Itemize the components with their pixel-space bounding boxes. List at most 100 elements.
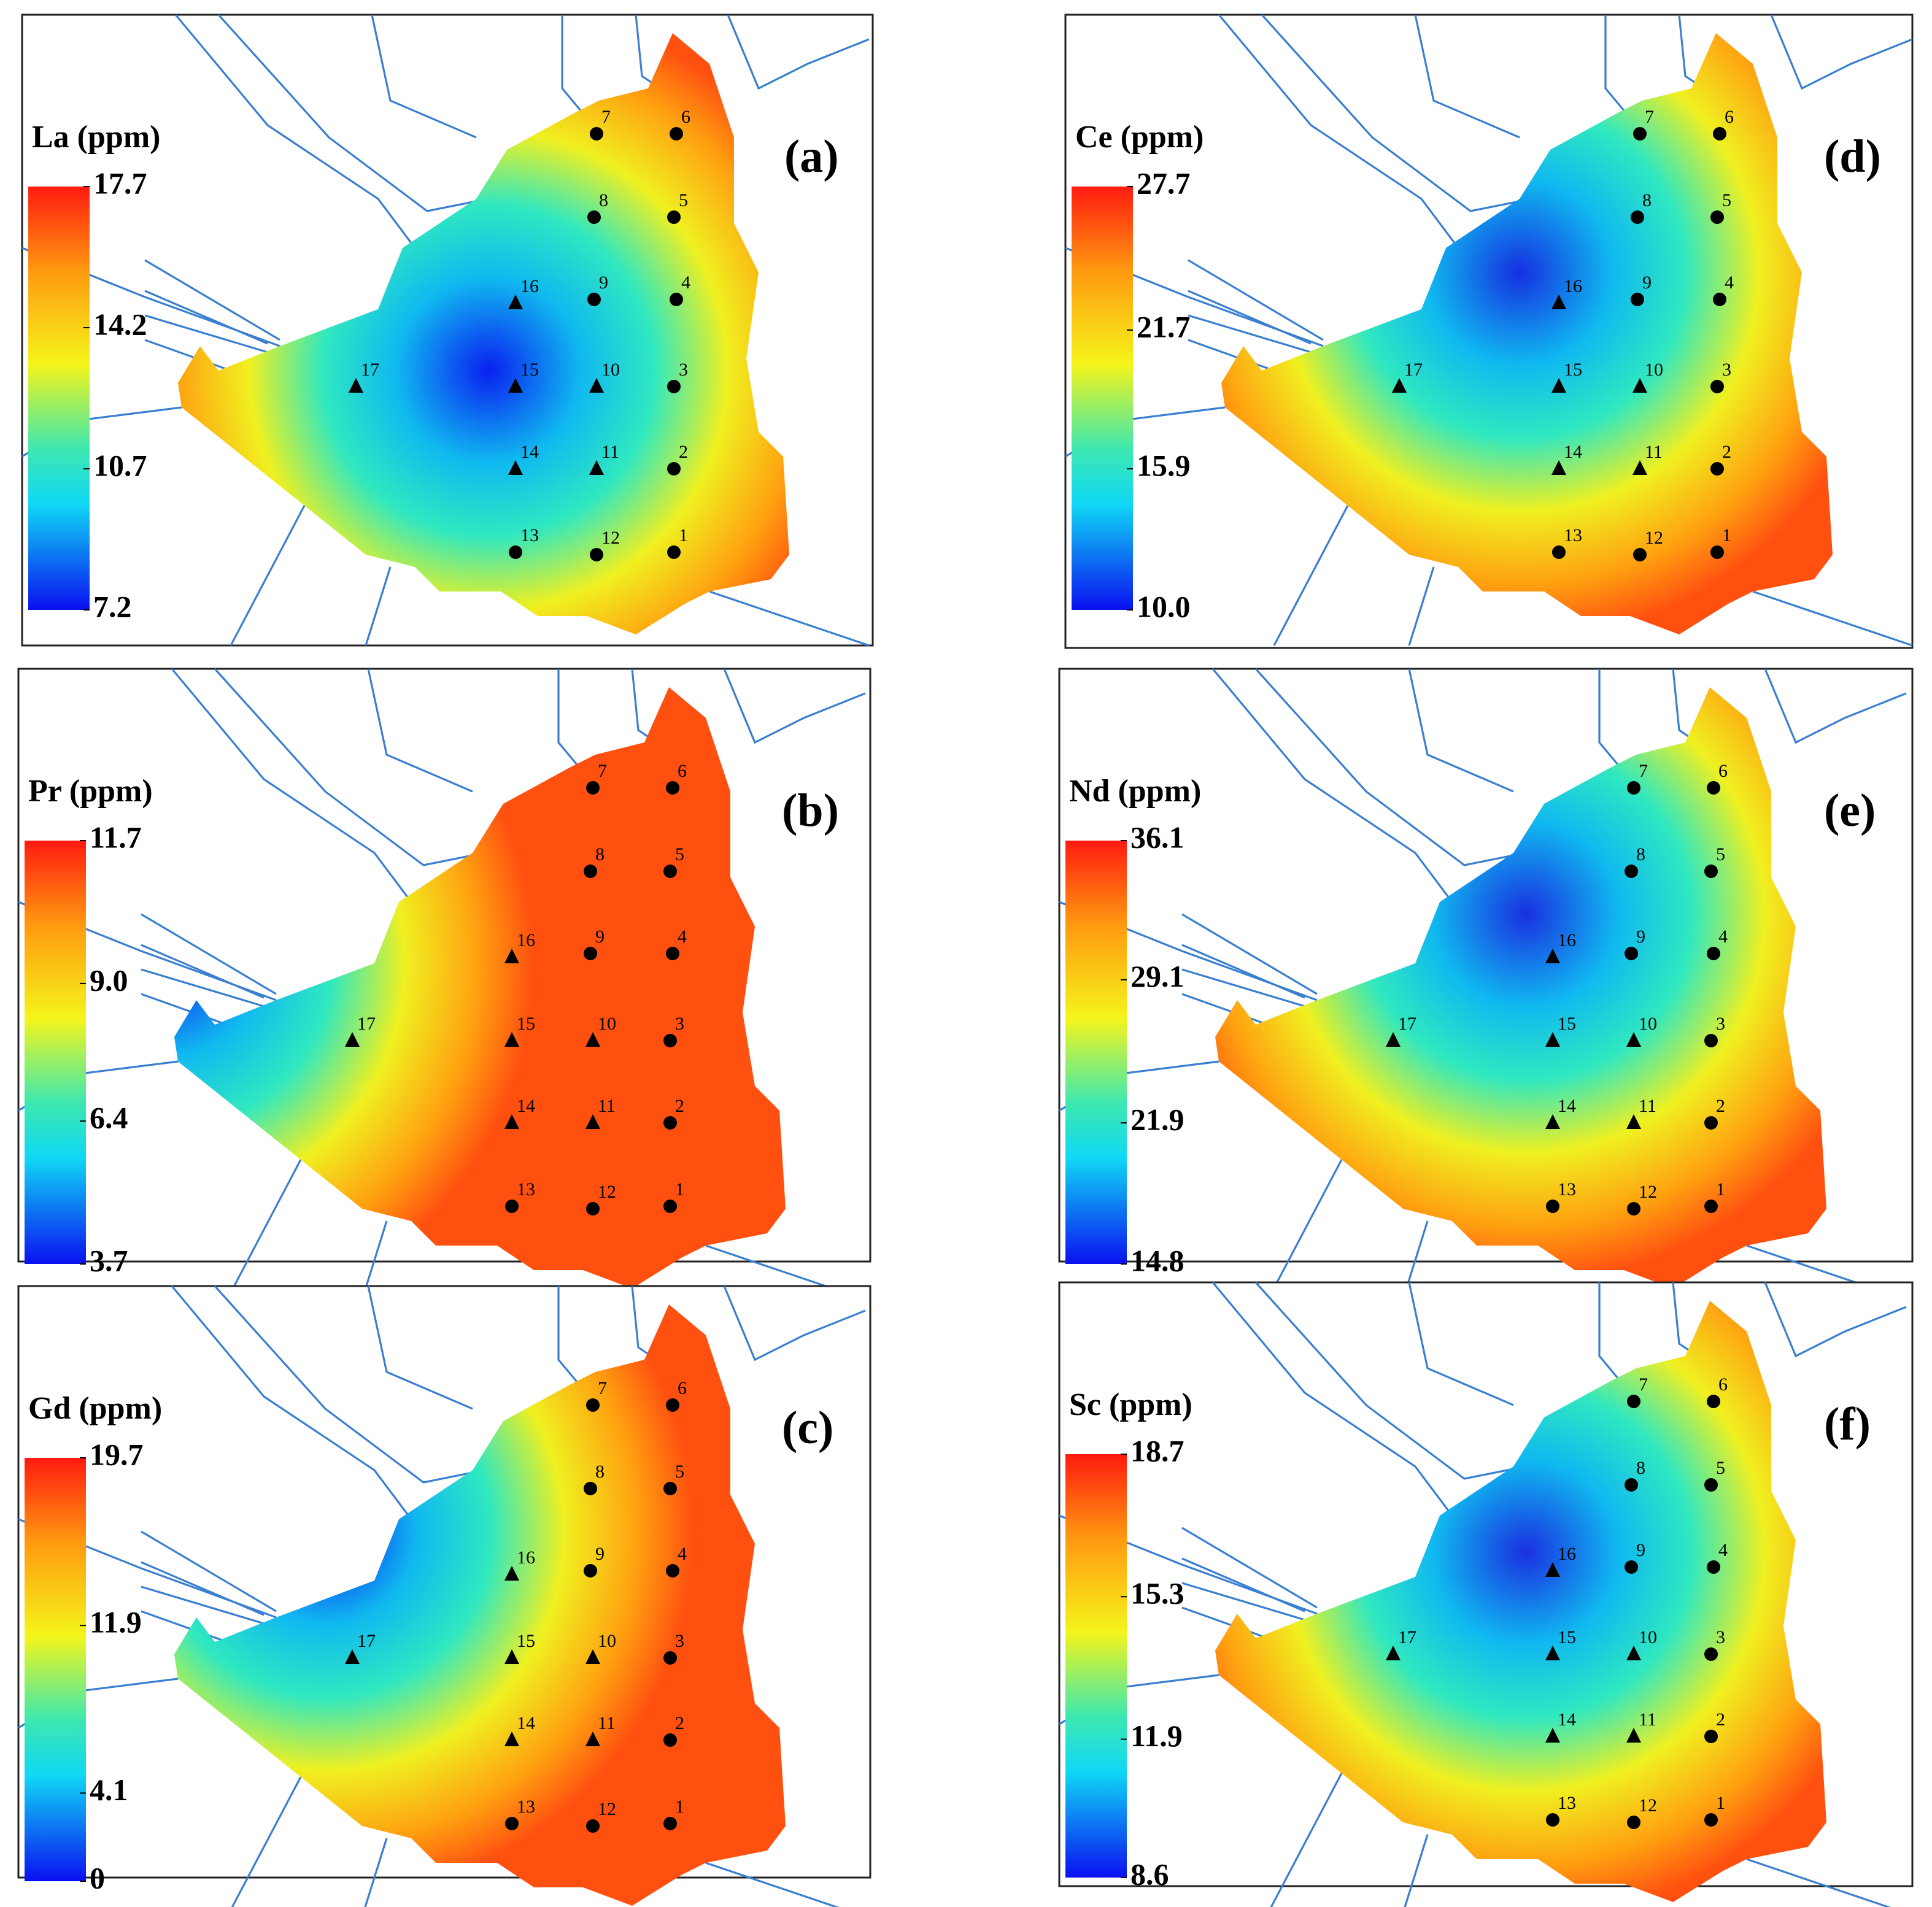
station-dot bbox=[1625, 947, 1638, 960]
station-label: 14 bbox=[520, 442, 539, 462]
station-label: 9 bbox=[1636, 927, 1645, 947]
panel-letter: (d) bbox=[1824, 131, 1881, 182]
panel-letter: (e) bbox=[1824, 785, 1876, 836]
station-dot bbox=[584, 865, 597, 878]
river bbox=[171, 1285, 412, 1520]
colorbar-label: 14.8 bbox=[1130, 1243, 1184, 1277]
station-label: 4 bbox=[678, 927, 687, 947]
station-dot bbox=[1707, 1395, 1720, 1408]
station-label: 6 bbox=[681, 107, 690, 127]
station-label: 11 bbox=[1639, 1096, 1656, 1116]
panel-letter: (b) bbox=[782, 785, 839, 836]
station-dot bbox=[663, 1200, 677, 1213]
river bbox=[171, 668, 412, 903]
study-area bbox=[178, 33, 789, 634]
river bbox=[1181, 944, 1305, 999]
colorbar-label: 17.7 bbox=[93, 166, 147, 200]
station-triangle bbox=[1626, 1114, 1641, 1129]
colorbar-label: 27.7 bbox=[1137, 166, 1191, 200]
colorbar bbox=[25, 841, 86, 1264]
station-label: 10 bbox=[1639, 1627, 1657, 1647]
station-label: 4 bbox=[681, 272, 690, 293]
station-label: 2 bbox=[1716, 1096, 1725, 1116]
river bbox=[144, 290, 268, 345]
river bbox=[231, 1776, 302, 1907]
river bbox=[1181, 993, 1269, 1026]
station-dot bbox=[1704, 1200, 1718, 1213]
station-label: 4 bbox=[678, 1544, 687, 1564]
station-triangle bbox=[1633, 460, 1647, 475]
station-label: 13 bbox=[520, 525, 539, 545]
river bbox=[141, 913, 277, 995]
colorbar-label: 11.9 bbox=[90, 1605, 142, 1639]
station-label: 2 bbox=[675, 1713, 684, 1733]
station-label: 10 bbox=[1645, 360, 1663, 380]
station-triangle bbox=[345, 1032, 360, 1047]
river bbox=[1181, 1527, 1318, 1609]
station-label: 1 bbox=[1716, 1179, 1725, 1200]
station-label: 6 bbox=[1718, 1374, 1728, 1395]
river bbox=[1746, 1858, 1891, 1907]
station-label: 9 bbox=[1642, 272, 1652, 293]
river bbox=[1261, 13, 1532, 212]
station-dot bbox=[1552, 545, 1566, 559]
station-label: 4 bbox=[1725, 272, 1734, 293]
panel-title: Ce (ppm) bbox=[1075, 120, 1204, 155]
study-area bbox=[1215, 687, 1826, 1289]
river bbox=[1218, 13, 1459, 248]
station-triangle bbox=[508, 460, 523, 475]
station-dot bbox=[584, 1482, 597, 1495]
station-dot bbox=[1631, 293, 1644, 306]
colorbar-label: 21.7 bbox=[1137, 309, 1191, 344]
station-dot bbox=[663, 1651, 677, 1665]
station-label: 4 bbox=[1718, 927, 1728, 947]
station-dot bbox=[1633, 127, 1647, 141]
study-area bbox=[174, 687, 786, 1289]
river bbox=[709, 590, 870, 647]
station-label: 2 bbox=[1722, 442, 1731, 462]
station-label: 16 bbox=[520, 276, 539, 296]
station-label: 12 bbox=[598, 1182, 616, 1202]
station-label: 3 bbox=[675, 1014, 684, 1034]
station-label: 15 bbox=[1564, 360, 1582, 380]
river bbox=[371, 14, 477, 139]
station-label: 9 bbox=[599, 272, 608, 293]
station-dot bbox=[1625, 865, 1638, 878]
station-dot bbox=[1625, 1560, 1638, 1574]
station-dot bbox=[666, 1564, 679, 1578]
station-dot bbox=[1627, 1202, 1640, 1215]
colorbar-label: 8.6 bbox=[1130, 1857, 1169, 1891]
station-dot bbox=[666, 781, 679, 795]
station-label: 5 bbox=[675, 844, 684, 865]
station-label: 15 bbox=[1558, 1014, 1576, 1034]
river bbox=[1752, 590, 1913, 647]
station-label: 14 bbox=[1558, 1709, 1576, 1730]
station-triangle bbox=[504, 949, 519, 963]
station-label: 5 bbox=[1716, 844, 1725, 865]
river bbox=[141, 1530, 277, 1612]
panel-title: Pr (ppm) bbox=[28, 774, 153, 809]
station-label: 12 bbox=[601, 528, 620, 548]
station-label: 15 bbox=[1558, 1627, 1576, 1647]
colorbar-label: 0 bbox=[90, 1860, 105, 1895]
river bbox=[1181, 913, 1318, 995]
colorbar-label: 15.3 bbox=[1130, 1576, 1184, 1611]
river bbox=[1404, 1834, 1429, 1907]
station-label: 1 bbox=[1716, 1793, 1725, 1813]
station-triangle bbox=[1386, 1646, 1401, 1660]
colorbar-label: 7.2 bbox=[93, 589, 132, 623]
station-triangle bbox=[504, 1032, 519, 1047]
station-triangle bbox=[504, 1566, 519, 1581]
river bbox=[723, 1285, 866, 1362]
station-label: 10 bbox=[601, 360, 620, 380]
station-label: 8 bbox=[1636, 1458, 1645, 1478]
colorbar-label: 9.0 bbox=[90, 963, 128, 997]
river bbox=[705, 1862, 840, 1907]
station-triangle bbox=[508, 378, 523, 393]
river bbox=[230, 505, 306, 646]
station-label: 3 bbox=[679, 360, 688, 380]
station-dot bbox=[663, 865, 677, 878]
